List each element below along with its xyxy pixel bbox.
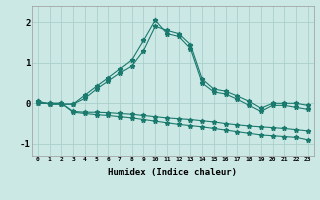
- X-axis label: Humidex (Indice chaleur): Humidex (Indice chaleur): [108, 168, 237, 177]
